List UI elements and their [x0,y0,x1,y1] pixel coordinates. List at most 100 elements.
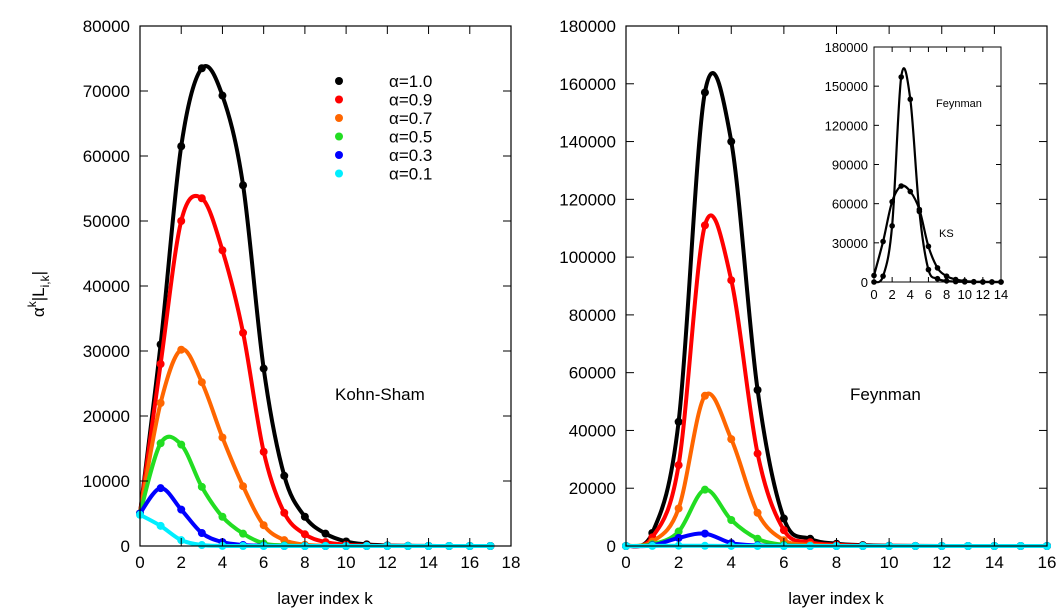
x-tick-label: 4 [218,553,227,572]
inset-ks-label: KS [939,228,954,240]
data-point [925,243,932,250]
x-tick-label: 14 [419,553,438,572]
data-point [674,417,683,426]
data-point [943,273,950,279]
x-tick-label: 6 [925,287,932,302]
legend-marker [335,169,343,178]
data-point [934,265,941,271]
data-point [880,238,886,245]
x-tick-label: 0 [621,553,630,572]
data-point [700,221,709,230]
legend-marker [335,114,343,122]
data-point [674,504,683,513]
data-point [674,533,683,542]
data-point [259,521,268,530]
data-point [177,440,186,449]
x-tick-label: 18 [502,553,521,572]
data-point [779,514,788,523]
y-tick-label: 160000 [559,75,616,94]
y-tick-label: 80000 [569,306,616,325]
data-point [674,461,683,470]
legend-label: α=0.7 [389,109,432,128]
data-point [889,223,895,229]
y-tick-label: 50000 [83,212,130,231]
data-point [907,96,914,103]
data-point [952,276,959,283]
y-tick-label: 60000 [569,364,616,383]
data-point [177,142,186,151]
data-point [779,526,788,535]
legend: α=1.0α=0.9α=0.7α=0.5α=0.3α=0.1 [335,72,432,184]
series-line [138,434,491,549]
feynman-annotation: Feynman [850,385,921,404]
data-point [925,266,932,273]
y-tick-label: 100000 [559,248,616,267]
data-point [177,345,186,354]
data-point [753,534,762,543]
data-point [700,391,709,400]
feynman-x-axis-label: layer index k [788,589,884,608]
data-point [753,386,762,394]
data-point [197,64,206,73]
y-tick-label: 0 [607,537,616,556]
data-point [259,447,268,456]
y-tick-label: 150000 [825,79,868,94]
y-tick-label: 10000 [83,472,130,491]
y-tick-label: 0 [121,537,130,556]
data-point [880,273,886,279]
data-point [156,360,165,368]
legend-label: α=0.1 [389,165,432,184]
y-tick-label: 70000 [83,82,130,101]
data-point [177,505,186,514]
x-tick-label: 14 [985,553,1004,572]
x-tick-label: 2 [674,553,683,572]
data-point [218,433,227,442]
data-point [156,399,165,407]
kohn-sham-x-axis-label: layer index k [277,589,373,608]
y-tick-label: 30000 [83,342,130,361]
x-tick-label: 8 [943,287,950,302]
data-point [674,527,683,536]
legend-marker [335,95,343,104]
y-tick-label: 120000 [825,118,868,133]
x-tick-label: 10 [957,287,971,302]
y-tick-label: 40000 [569,421,616,440]
y-tick-label: 140000 [559,133,616,152]
data-point [239,181,248,190]
data-point [898,74,905,80]
data-point [916,206,923,213]
data-point [727,435,736,444]
y-tick-label: 30000 [832,236,868,251]
x-tick-label: 2 [176,553,185,572]
x-tick-label: 8 [832,553,841,572]
data-point [239,328,248,337]
data-point [280,508,289,517]
data-point [197,541,206,550]
y-tick-label: 80000 [83,17,130,36]
data-point [727,276,736,285]
data-point [156,439,165,448]
legend-label: α=0.5 [389,128,432,147]
series-line [138,64,491,548]
kohn-sham-panel: 0 2 4 6 8 10 12 14 16 18 0 10000 20000 30000 40000 5000… [25,17,520,608]
data-point [700,485,709,494]
x-tick-label: 12 [378,553,397,572]
x-tick-label: 8 [300,553,309,572]
kohn-sham-plot-frame [139,25,512,547]
x-tick-label: 0 [870,287,877,302]
x-tick-label: 12 [932,553,951,572]
data-point [197,482,206,491]
series-line [138,347,491,549]
y-tick-label: 60000 [832,197,868,212]
y-tick-label: 180000 [825,40,868,55]
data-point [321,529,330,538]
data-point [197,378,206,387]
inset-feynman-label: Feynman [936,98,982,110]
x-tick-label: 6 [259,553,268,572]
legend-marker [335,132,343,141]
data-point [727,516,736,524]
x-tick-label: 10 [337,553,356,572]
data-point [700,88,709,97]
comparison-inset: 0 2 4 6 8 10 12 1403000060000900001200001500001… [825,40,1009,302]
